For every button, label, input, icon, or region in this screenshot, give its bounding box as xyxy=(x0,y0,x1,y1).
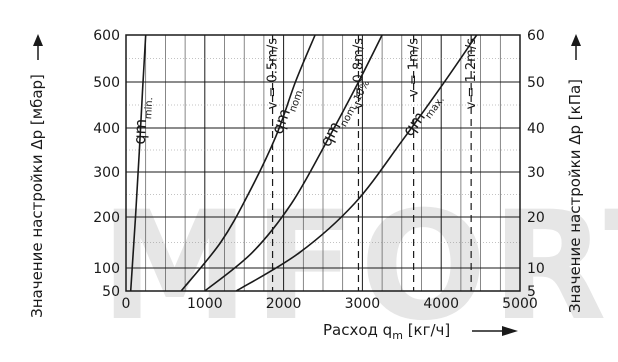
x-axis-title-suffix: [кг/ч] xyxy=(403,321,450,339)
grid xyxy=(126,35,520,291)
velocity-label: v = 0.8m/s xyxy=(351,38,366,110)
y-tick-label-right: 40 xyxy=(527,121,545,137)
x-tick-label: 0 xyxy=(122,296,131,312)
right-axis-arrowhead xyxy=(571,34,581,46)
y-tick-label-left: 400 xyxy=(93,121,120,137)
y-tick-label-right: 50 xyxy=(527,75,545,91)
y-tick-label-left: 600 xyxy=(93,28,120,44)
y-tick-label-left: 300 xyxy=(93,165,120,181)
velocity-label: v = 0.5m/s xyxy=(266,38,281,110)
y-tick-label-left: 200 xyxy=(93,210,120,226)
x-tick-label: 3000 xyxy=(345,296,381,312)
x-axis-title-prefix: Расход q xyxy=(323,321,392,339)
x-tick-label: 1000 xyxy=(187,296,223,312)
curve-label: qmnom.-10% xyxy=(316,73,372,152)
x-axis-title-sub: m xyxy=(392,329,403,342)
curve-label-sub: min. xyxy=(143,97,155,120)
y-axis-title-right: Значение настройки Δp [кПа] xyxy=(566,79,584,313)
velocity-label: v = 1.2m/s xyxy=(464,38,479,110)
velocity-label: v = 1m/s xyxy=(407,38,422,97)
y-tick-label-right: 10 xyxy=(527,261,545,277)
y-tick-label-right: 60 xyxy=(527,28,545,44)
y-tick-label-right: 30 xyxy=(527,165,545,181)
x-axis-title: Расход qm [кг/ч] xyxy=(323,321,450,342)
curve-1 xyxy=(180,34,316,292)
y-tick-label-right: 20 xyxy=(527,210,545,226)
left-axis-title-group: Значение настройки Δp [мбар] xyxy=(28,74,46,318)
curve-0 xyxy=(129,34,147,292)
velocity-lines: v = 0.5m/s v = 0.8m/s v = 1m/s v = 1.2m/s xyxy=(266,35,479,291)
x-tick-label: 5000 xyxy=(502,296,538,312)
right-axis-title-group: Значение настройки Δp [кПа] xyxy=(566,79,584,313)
left-axis-arrowhead xyxy=(33,34,43,46)
x-tick-label: 4000 xyxy=(423,296,459,312)
y-tick-label-left: 50 xyxy=(102,284,120,300)
x-tick-label: 2000 xyxy=(266,296,302,312)
y-tick-label-left: 500 xyxy=(93,75,120,91)
x-axis-arrowhead xyxy=(502,326,518,336)
plot-frame xyxy=(125,34,521,292)
y-tick-label-left: 100 xyxy=(93,261,120,277)
y-axis-title-left: Значение настройки Δp [мбар] xyxy=(28,74,46,318)
curve-label-name: qm xyxy=(130,118,150,145)
tick-labels: 0 1000 2000 3000 4000 5000 50 100 200 300 400 500 60… xyxy=(93,28,545,312)
curve-3 xyxy=(235,34,478,292)
curve-label: qmmin. xyxy=(130,96,156,145)
curve-2 xyxy=(204,34,383,292)
y-tick-label-right: 5 xyxy=(527,284,536,300)
